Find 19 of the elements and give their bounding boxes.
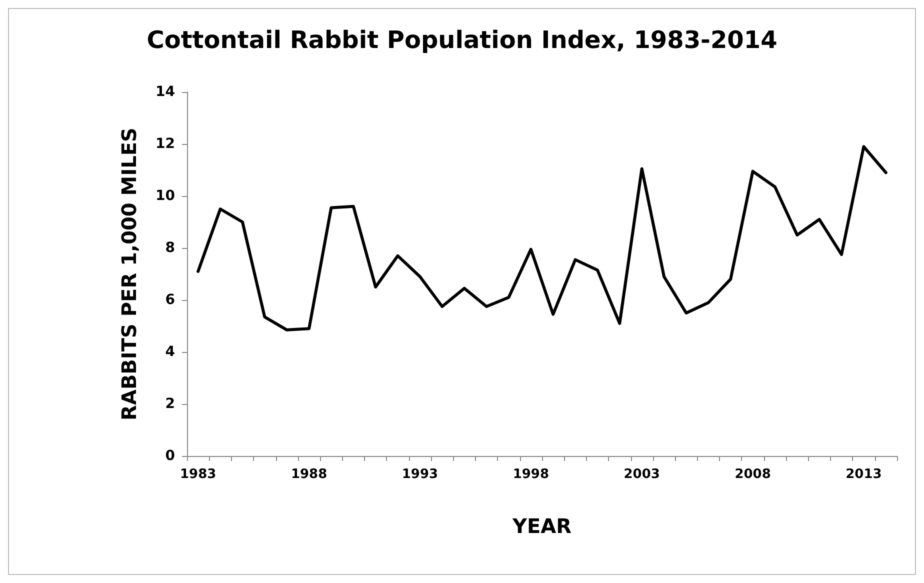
y-tick-label: 12 <box>156 136 175 152</box>
y-tick-label: 14 <box>156 84 176 100</box>
x-tick-label: 2013 <box>846 467 882 482</box>
x-tick-label: 1998 <box>512 467 549 482</box>
x-tick-label: 2003 <box>624 467 660 482</box>
x-axis-title: YEAR <box>511 514 572 538</box>
chart-title: Cottontail Rabbit Population Index, 1983-2014 <box>146 26 778 54</box>
y-tick-label: 8 <box>165 240 175 256</box>
x-tick-label: 1993 <box>402 467 438 482</box>
y-tick-label: 10 <box>156 188 176 204</box>
y-tick-label: 2 <box>165 396 175 412</box>
line-series <box>196 145 888 332</box>
y-tick-label: 4 <box>165 344 176 360</box>
y-tick-label: 0 <box>165 448 176 464</box>
y-tick-label: 6 <box>165 292 175 308</box>
x-tick-label: 1988 <box>290 467 328 482</box>
x-tick-label: 1983 <box>180 467 216 482</box>
x-tick-label: 2008 <box>734 467 771 482</box>
y-axis-title: RABBITS PER 1,000 MILES <box>117 128 141 420</box>
